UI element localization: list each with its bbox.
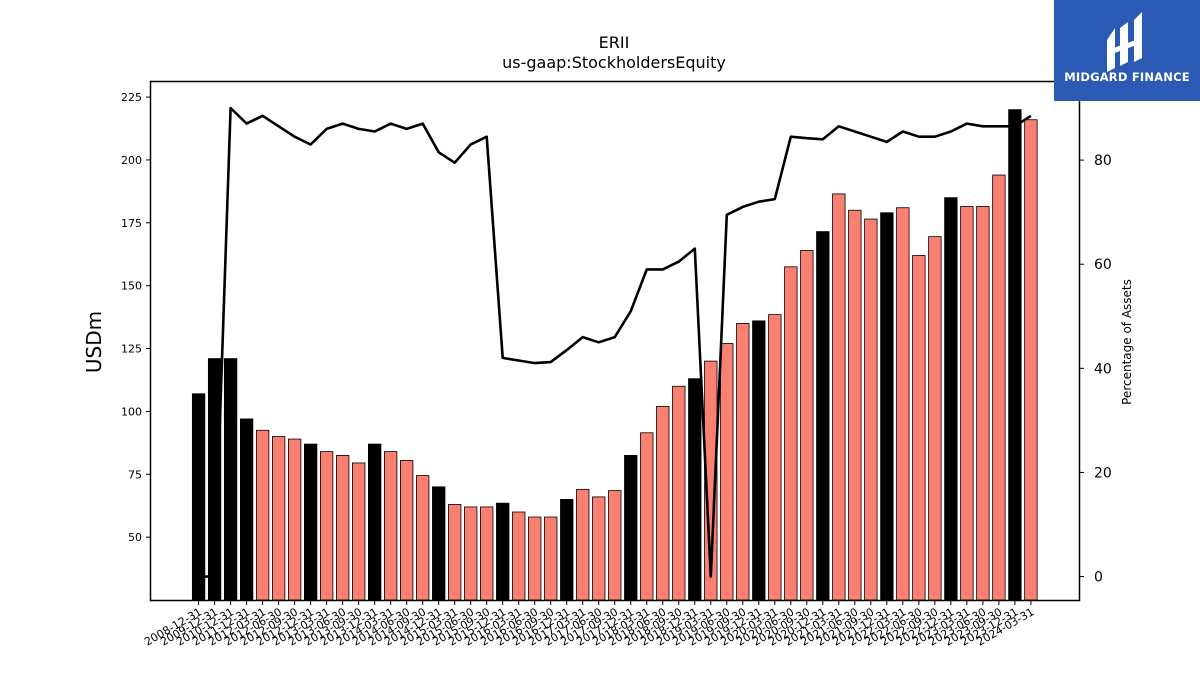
- y2-tick-label: 20: [1094, 465, 1112, 481]
- y-axis-label: USDm: [82, 311, 106, 373]
- bar-2016-06-30: [528, 516, 542, 601]
- bar-2023-06-30: [976, 206, 990, 601]
- bar-2013-12-31: [368, 443, 382, 601]
- logo-text: MIDGARD FINANCE: [1064, 70, 1190, 84]
- y2-tick-label: 60: [1094, 257, 1112, 273]
- bar-2015-03-31: [448, 504, 462, 601]
- bar-2012-09-30: [287, 438, 302, 601]
- bar-2008-12-31: [191, 393, 206, 601]
- bar-2015-06-30: [464, 506, 478, 601]
- bar-2013-09-30: [352, 462, 366, 601]
- logo-mark-icon: [1107, 12, 1142, 72]
- bar-2022-09-30: [928, 236, 942, 601]
- chart-title: ERII: [599, 33, 630, 52]
- y-tick-label: 100: [121, 405, 142, 418]
- bar-2019-09-30: [736, 322, 750, 601]
- bar-2015-12-31: [496, 502, 510, 601]
- bar-2022-06-30: [912, 255, 926, 601]
- bar-2023-09-30: [992, 174, 1006, 601]
- bar-2022-03-31: [896, 207, 910, 601]
- bar-2014-09-30: [416, 475, 430, 601]
- chart-subtitle: us-gaap:StockholdersEquity: [502, 53, 726, 72]
- bar-2018-12-31: [688, 378, 702, 601]
- bar-2020-12-31: [816, 231, 830, 601]
- y2-tick-label: 80: [1094, 153, 1112, 169]
- y-tick-label: 50: [128, 531, 142, 544]
- bar-2014-03-31: [384, 451, 398, 601]
- bar-2017-06-30: [592, 496, 606, 601]
- y2-axis-label: Percentage of Assets: [1120, 279, 1134, 405]
- bar-2019-12-31: [752, 320, 766, 601]
- y-tick-label: 150: [121, 280, 142, 293]
- bar-2018-03-31: [640, 432, 654, 601]
- y2-axis-ticks: 0 20 40 60 80: [1079, 153, 1112, 586]
- bar-2017-03-31: [576, 488, 590, 601]
- bar-2014-12-31: [432, 486, 446, 601]
- bar-2018-06-30: [656, 405, 670, 601]
- bar-2020-06-30: [784, 266, 798, 601]
- bar-2021-03-31: [832, 193, 846, 601]
- y-tick-label: 175: [121, 217, 142, 230]
- bar-2012-12-31: [303, 443, 318, 601]
- bar-2014-06-30: [400, 460, 414, 601]
- y-axis-ticks: 50 75 100 125 150 175 200 225: [121, 91, 151, 544]
- bar-2010-12-31: [223, 358, 238, 601]
- bar-2017-12-31: [624, 455, 638, 601]
- bar-2017-09-30: [608, 490, 622, 601]
- bar-2019-06-30: [720, 343, 734, 601]
- y-tick-label: 75: [128, 468, 142, 481]
- bar-2015-09-30: [480, 506, 494, 601]
- bar-2016-03-31: [512, 511, 526, 601]
- bar-2020-03-31: [768, 314, 782, 601]
- bar-2016-12-31: [560, 499, 574, 601]
- bar-2021-12-31: [880, 212, 894, 601]
- bar-2024-03-31: [1024, 119, 1038, 601]
- line-series: [198, 106, 1032, 578]
- bar-2023-03-31: [960, 206, 974, 601]
- y-tick-label: 225: [121, 91, 142, 104]
- bar-2012-06-30: [271, 436, 286, 601]
- bar-2016-09-30: [544, 516, 558, 601]
- bar-2023-12-31: [1008, 109, 1022, 601]
- plot-frame: [149, 80, 1081, 602]
- percentage-of-assets-line: [198, 106, 1032, 578]
- y-tick-label: 125: [121, 343, 142, 356]
- bar-2012-03-31: [255, 429, 270, 601]
- bar-2011-12-31: [239, 418, 254, 601]
- bar-2020-09-30: [800, 250, 814, 601]
- x-axis-ticks: 2008-12-312009-12-312010-12-312011-12-31…: [142, 600, 1036, 649]
- y2-tick-label: 0: [1094, 570, 1103, 586]
- y-tick-label: 200: [121, 154, 142, 167]
- bar-2013-03-31: [319, 451, 334, 601]
- bar-2021-06-30: [848, 209, 862, 601]
- bar-2018-09-30: [672, 385, 686, 601]
- bar-2013-06-30: [336, 455, 350, 601]
- midgard-finance-logo: MIDGARD FINANCE: [1054, 0, 1200, 101]
- bar-series: [191, 109, 1038, 601]
- y2-tick-label: 40: [1094, 361, 1112, 377]
- bar-2022-12-31: [944, 197, 958, 601]
- bar-2021-09-30: [864, 218, 878, 601]
